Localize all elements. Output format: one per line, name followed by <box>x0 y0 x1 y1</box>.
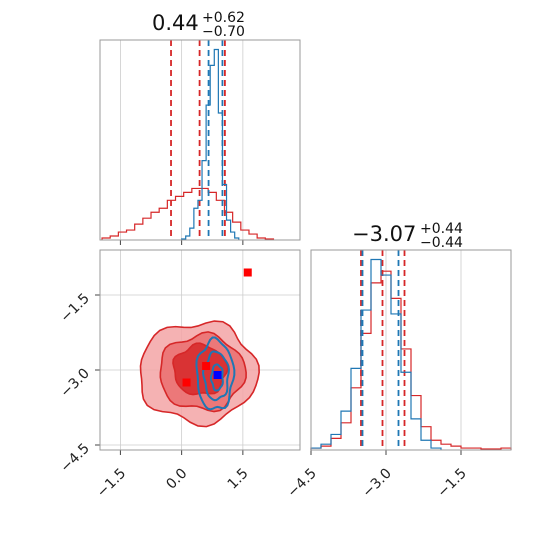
panel-title-p1: 0.44 <box>152 11 199 35</box>
y-tick-label: −1.5 <box>57 291 92 326</box>
x-tick-label: −1.5 <box>434 466 469 501</box>
title-p2-value: −3.07 <box>352 222 416 246</box>
panel-frame <box>310 249 512 451</box>
x-tick-label: −1.5 <box>94 466 129 501</box>
marker <box>213 371 222 379</box>
title-p2-upper: +0.44 <box>420 221 463 237</box>
hist-series-blue <box>310 258 442 450</box>
marker <box>182 378 191 387</box>
blue-contour-level <box>209 363 224 392</box>
title-p2-lower: −0.44 <box>420 235 463 251</box>
blue-contour-level <box>195 336 236 411</box>
blue-contour-level <box>202 350 230 402</box>
y-tick-label: −4.5 <box>57 441 92 476</box>
x-tick-label: 1.5 <box>225 466 252 493</box>
contour-panel: −1.5 0.0 1.5 −1.5 −3.0 −4.5 <box>57 249 301 501</box>
histogram-panel-p1 <box>99 39 301 245</box>
panel-title-p2: −3.07 <box>352 222 416 246</box>
histogram-panel-p2: −4.5 −3.0 −1.5 <box>284 249 512 501</box>
panel-frame <box>99 39 301 241</box>
x-tick-label: −3.0 <box>359 466 394 501</box>
title-p1-lower: −0.70 <box>202 24 245 40</box>
hist-series-blue <box>181 48 240 240</box>
hist-series-red <box>101 187 275 240</box>
title-p1-value: 0.44 <box>152 11 199 35</box>
title-p1-upper: +0.62 <box>202 10 245 26</box>
y-tick-label: −3.0 <box>57 366 92 401</box>
x-tick-label: −4.5 <box>284 466 319 501</box>
panel-frame <box>99 249 301 451</box>
marker <box>243 268 252 277</box>
x-tick-label: 0.0 <box>163 466 190 493</box>
marker <box>202 362 211 370</box>
